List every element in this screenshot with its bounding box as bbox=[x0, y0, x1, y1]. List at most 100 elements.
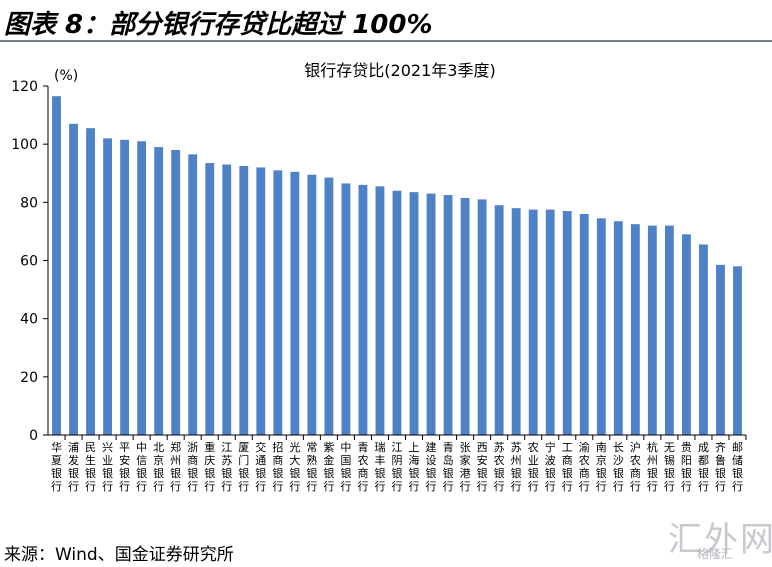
bar-chart: 银行存贷比(2021年3季度) (%) 0 20 40 60 80 100 120 华夏银行… bbox=[11, 61, 747, 493]
bar bbox=[392, 190, 402, 435]
x-tick-label: 浦发银行 bbox=[68, 441, 79, 493]
bar bbox=[375, 186, 385, 435]
bar bbox=[239, 165, 249, 435]
x-tick-label: 中信银行 bbox=[136, 441, 147, 493]
x-tick-label: 浙商银行 bbox=[187, 441, 198, 493]
bar bbox=[188, 154, 198, 435]
bar bbox=[579, 213, 589, 435]
bar bbox=[307, 174, 317, 435]
x-tick-label: 厦门银行 bbox=[238, 441, 249, 493]
x-tick-label: 北京银行 bbox=[153, 441, 164, 493]
figure-title: 图表 8：部分银行存贷比超过 100% bbox=[4, 10, 433, 40]
watermark-brand: 格隆汇 bbox=[697, 547, 734, 561]
bars bbox=[52, 96, 742, 436]
bar bbox=[86, 128, 95, 436]
x-tick-label: 光大银行 bbox=[289, 440, 300, 493]
x-tick-label: 苏州银行 bbox=[511, 441, 522, 493]
x-tick-label: 建设银行 bbox=[426, 440, 437, 493]
bar bbox=[409, 192, 419, 435]
x-tick-label: 上海银行 bbox=[409, 441, 420, 493]
x-tick-label: 无锡银行 bbox=[664, 441, 675, 493]
bar bbox=[460, 197, 470, 435]
bar bbox=[171, 149, 181, 435]
x-tick-label: 交通银行 bbox=[255, 440, 266, 493]
bar bbox=[494, 205, 504, 435]
x-tick-label: 华夏银行 bbox=[51, 440, 62, 493]
x-tick-label: 青农商行 bbox=[357, 441, 368, 493]
x-tick-label: 沪农商行 bbox=[630, 440, 641, 493]
bar bbox=[205, 163, 215, 435]
bar bbox=[324, 177, 334, 436]
bar bbox=[443, 195, 453, 435]
bar bbox=[477, 199, 487, 435]
bar bbox=[290, 171, 300, 436]
x-tick-label: 农业银行 bbox=[528, 440, 539, 493]
x-tick-label: 平安银行 bbox=[119, 441, 130, 493]
bar bbox=[154, 147, 164, 435]
x-tick-label: 招商银行 bbox=[272, 440, 283, 493]
x-tick-label: 邮储银行 bbox=[732, 441, 743, 493]
y-tick-label: 100 bbox=[11, 137, 38, 153]
bar bbox=[562, 211, 572, 435]
bar bbox=[426, 193, 436, 435]
y-axis: 0 20 40 60 80 100 120 bbox=[11, 79, 49, 444]
x-tick-label: 张家港行 bbox=[460, 441, 471, 493]
x-tick-label: 西安银行 bbox=[477, 441, 488, 493]
x-tick-label: 渝农商行 bbox=[579, 440, 590, 493]
x-tick-label: 兴业银行 bbox=[102, 441, 113, 493]
bar bbox=[647, 225, 657, 435]
x-tick-label: 杭州银行 bbox=[647, 440, 658, 493]
x-tick-label: 常熟银行 bbox=[306, 441, 317, 493]
bar bbox=[273, 170, 283, 435]
x-tick-label: 齐鲁银行 bbox=[715, 440, 726, 493]
y-tick-label: 20 bbox=[20, 370, 38, 386]
figure-header: 图表 8：部分银行存贷比超过 100% bbox=[0, 0, 772, 42]
x-tick-label: 南京银行 bbox=[596, 441, 607, 493]
x-tick-label: 民生银行 bbox=[85, 441, 96, 493]
bar bbox=[613, 221, 623, 435]
bar bbox=[137, 141, 147, 435]
x-tick-label: 紫金银行 bbox=[323, 441, 334, 493]
bar bbox=[358, 184, 368, 435]
y-tick-label: 60 bbox=[20, 254, 38, 270]
y-tick-label: 40 bbox=[20, 312, 38, 328]
x-tick-label: 宁波银行 bbox=[545, 440, 556, 493]
bar bbox=[52, 96, 61, 436]
x-tick-label: 苏农银行 bbox=[494, 441, 505, 493]
bar bbox=[341, 183, 351, 435]
bar bbox=[256, 167, 266, 435]
watermark-logo: 汇外网 bbox=[668, 520, 772, 560]
x-axis: 华夏银行浦发银行民生银行兴业银行平安银行中信银行北京银行郑州银行浙商银行重庆银行… bbox=[48, 434, 747, 493]
x-tick-label: 重庆银行 bbox=[204, 440, 215, 493]
bar bbox=[716, 264, 725, 435]
x-tick-label: 郑州银行 bbox=[170, 440, 181, 493]
x-tick-label: 中国银行 bbox=[340, 441, 351, 493]
x-tick-label: 成都银行 bbox=[698, 441, 709, 493]
bar bbox=[69, 123, 78, 435]
chart-title: 银行存贷比(2021年3季度) bbox=[304, 61, 495, 80]
y-tick-label: 0 bbox=[29, 428, 38, 444]
bar bbox=[545, 209, 555, 435]
bar bbox=[733, 266, 742, 435]
bar bbox=[222, 164, 232, 435]
y-tick-label: 120 bbox=[11, 79, 38, 95]
bar bbox=[630, 224, 640, 435]
x-tick-label: 长沙银行 bbox=[613, 441, 624, 493]
bar bbox=[120, 139, 130, 436]
bar bbox=[681, 234, 691, 435]
bar bbox=[103, 138, 113, 435]
bar bbox=[596, 218, 606, 435]
y-tick-label: 80 bbox=[20, 195, 38, 211]
x-tick-label: 工商银行 bbox=[562, 441, 573, 493]
bar bbox=[664, 225, 674, 435]
y-unit-label: (%) bbox=[54, 68, 78, 84]
x-tick-label: 贵阳银行 bbox=[681, 441, 692, 493]
x-tick-label: 瑞丰银行 bbox=[374, 440, 385, 493]
x-tick-label: 江阴银行 bbox=[392, 441, 403, 493]
bar bbox=[528, 209, 538, 435]
x-tick-label: 青岛银行 bbox=[443, 441, 454, 493]
bar bbox=[511, 208, 521, 435]
figure-source: 来源：Wind、国金证券研究所 bbox=[4, 545, 234, 565]
x-tick-label: 江苏银行 bbox=[221, 441, 232, 493]
bar bbox=[699, 244, 708, 435]
